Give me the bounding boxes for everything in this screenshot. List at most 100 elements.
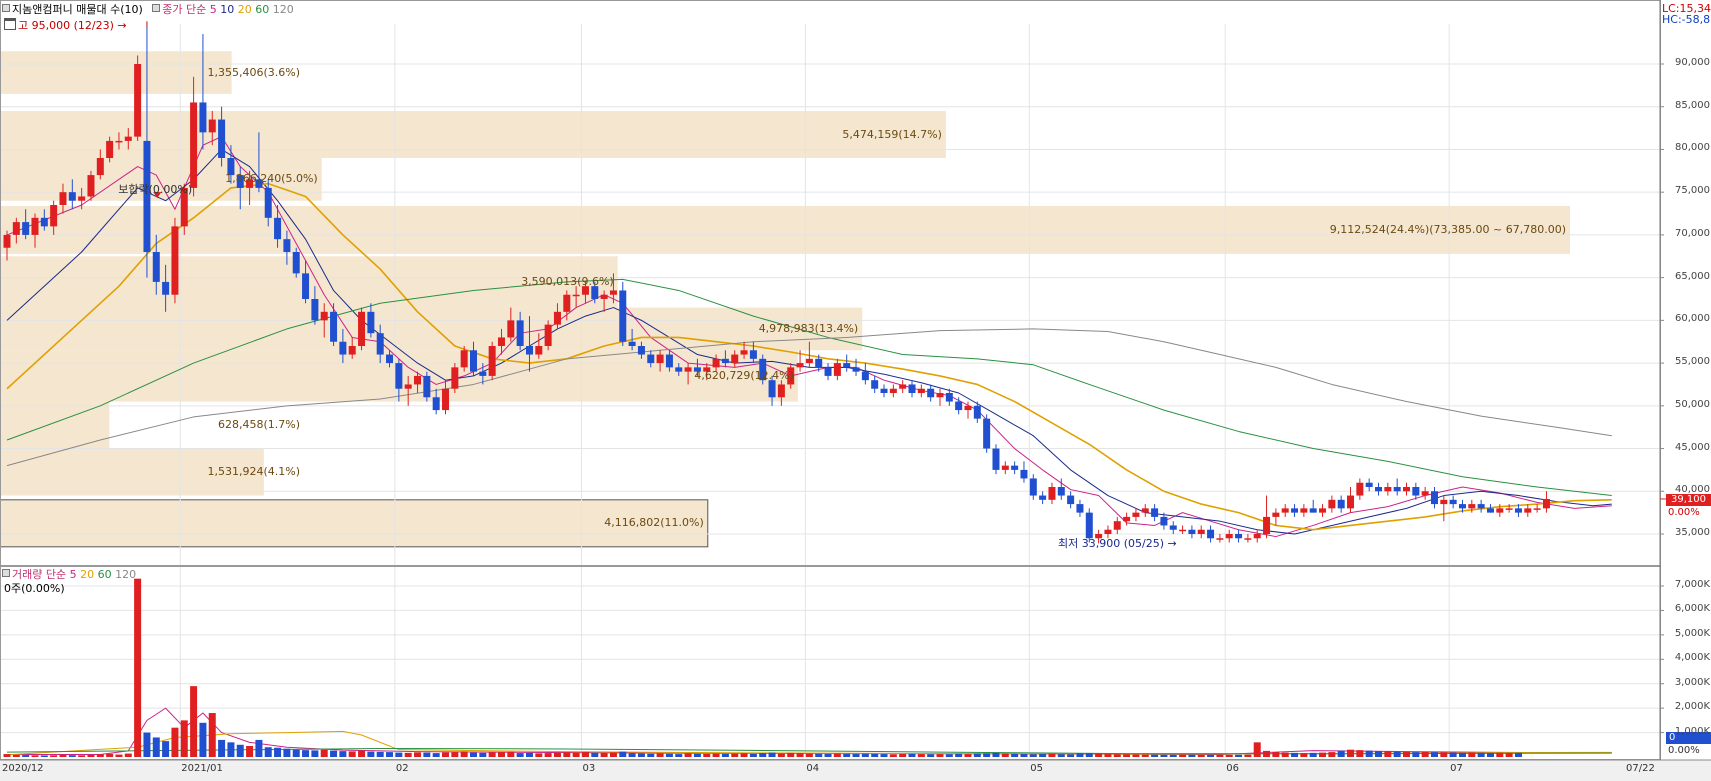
volume-bar [227,742,235,757]
candle-body [899,384,907,389]
volume-tick-label: 7,000K [1674,579,1710,590]
volume-bar [143,732,151,757]
candle-body [973,405,981,419]
volume-bar [544,753,552,757]
candle-body [1179,529,1187,532]
volume-bar [339,751,347,757]
date-label: 07 [1450,763,1463,774]
volume-bar [255,739,263,757]
candle-body [768,380,776,398]
candle-body [936,393,944,398]
volume-bar [1375,751,1383,757]
calendar-icon[interactable] [4,18,16,30]
candle-body [1253,534,1261,539]
candle-body [1207,529,1215,539]
volume-bar [824,753,832,757]
volume-checkbox-icon[interactable] [2,569,10,577]
volume-profile-label: 4,620,729(12.4%) [694,368,794,382]
volume-bar [535,753,543,757]
candle-body [162,281,170,295]
candle-body [721,358,729,364]
volume-bar [833,753,841,757]
candle-body [917,388,925,393]
candle-body [143,140,151,252]
candle-body [208,119,216,133]
ma60-label: 60 [255,3,270,16]
volume-bar [964,754,972,757]
volume-bar [619,751,627,757]
volume-bar [889,754,897,757]
candle-body [1328,499,1336,509]
volume-bar [330,750,338,757]
candle-body [31,217,39,235]
current-change-label: 0.00% [1668,507,1700,518]
volume-tick-label: 3,000K [1674,676,1710,688]
ma-checkbox-icon[interactable] [152,4,161,12]
candle-body [283,239,291,252]
candle-body [572,294,580,297]
volume-bar [1048,753,1056,757]
price-tick-label: 80,000 [1675,142,1710,154]
volume-bar [731,753,739,757]
candle-body [507,320,515,338]
volume-bar [563,752,571,757]
volume-bar [1235,754,1243,757]
candle-body [1011,465,1019,470]
volume-bar [1011,753,1019,757]
candle-body [1281,508,1289,513]
high-marker-label: 고 95,000 (12/23) [18,19,114,32]
volume-bar [525,752,533,757]
low-marker: 최저 33,900 (05/25) → [1058,537,1177,550]
candle-body [647,354,655,364]
volume-ma-label: 단순 [45,568,67,581]
candle-body [796,363,804,368]
volume-profile-label: 4,978,983(13.4%) [758,321,859,335]
candle-body [1533,508,1541,510]
price-tick-label: 70,000 [1675,227,1710,239]
volume-bar [843,753,851,757]
volume-bar [1281,752,1289,757]
candle-body [1542,498,1550,509]
volume-bar [628,753,636,757]
candle-body [675,367,683,372]
candle-body [1151,508,1159,517]
candle-body [1458,504,1466,509]
volume-bar [852,753,860,757]
volume-bar [693,753,701,757]
volume-bar [936,754,944,757]
candle-body [1020,469,1028,479]
title-checkbox-icon[interactable] [2,4,10,12]
volume-bar [899,753,907,757]
candle-body [1319,508,1327,513]
candle-body [190,102,198,188]
candle-body [787,367,795,385]
candle-body [134,64,142,137]
candle-body [1132,512,1140,517]
price-tick-label: 90,000 [1675,57,1710,68]
price-tick-label: 55,000 [1675,356,1710,368]
candle-body [87,175,95,197]
volume-bar [31,755,39,757]
candle-body [274,217,282,240]
volume-tick-label: 2,000K [1674,701,1710,713]
volume-bar [1384,751,1392,757]
annotation-label: 보합락(0.00%) [118,183,193,197]
volume-bar [861,753,869,757]
volume-bar [703,753,711,757]
volume-bar [367,751,375,757]
volume-bar [1067,754,1075,757]
candle-body [955,401,963,411]
candle-body [330,311,338,342]
volume-bar [759,753,767,757]
candle-body [236,175,244,188]
candle-body [3,234,11,248]
candle-body [1505,508,1513,510]
volume-bar [1449,752,1457,757]
volume-bar [386,752,394,757]
ma10-label: 10 [220,3,235,16]
volume-tick-label: 1,000K [1674,725,1710,737]
date-label: 05 [1030,763,1044,774]
volume-bar [78,755,86,757]
candle-body [106,140,114,158]
